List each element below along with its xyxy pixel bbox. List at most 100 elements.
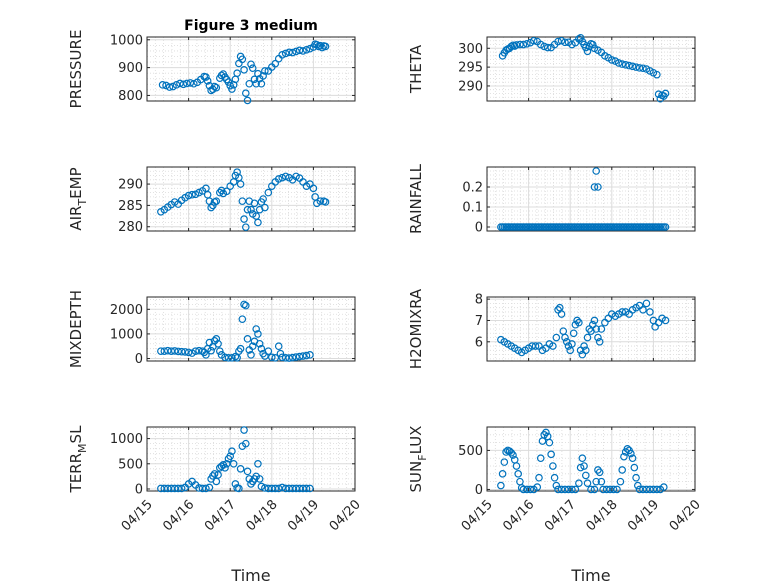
subplot-theta: 290 295 300 THETA: [407, 33, 696, 103]
y-axis-label: MIXDEPTH: [67, 290, 85, 368]
data-series: [497, 428, 668, 494]
data-point: [597, 325, 606, 333]
data-point: [222, 187, 231, 196]
data-point: [497, 481, 505, 490]
data-point: [654, 90, 663, 99]
data-point: [255, 475, 264, 483]
x-tick-label: 04/15: [459, 497, 496, 534]
data-point: [607, 56, 616, 64]
data-point: [177, 347, 186, 356]
data-point: [590, 485, 599, 494]
data-point: [158, 81, 167, 89]
data-point: [184, 348, 193, 357]
data-point: [274, 175, 283, 183]
data-point: [259, 72, 267, 80]
data-point: [264, 188, 273, 197]
data-point: [207, 203, 215, 212]
data-point: [595, 337, 604, 346]
data-point: [271, 59, 280, 68]
data-point: [254, 459, 262, 468]
y-tick-label: 295: [458, 61, 483, 76]
data-point: [583, 47, 592, 56]
data-point: [580, 462, 588, 470]
data-point: [228, 353, 236, 362]
data-point: [242, 439, 250, 448]
data-point: [288, 48, 297, 57]
axes-box: [146, 296, 356, 362]
data-point: [642, 299, 651, 308]
data-point: [523, 39, 531, 48]
data-point: [240, 300, 248, 309]
data-point: [285, 354, 293, 362]
data-point: [212, 197, 221, 205]
data-point: [261, 203, 269, 212]
data-point: [592, 325, 601, 333]
data-point: [547, 450, 555, 459]
data-point: [184, 191, 193, 200]
data-point: [625, 61, 633, 70]
y-tick-label: 8: [475, 293, 483, 308]
data-point: [620, 452, 628, 461]
y-tick-label: 1000: [110, 327, 143, 342]
data-point: [588, 40, 597, 49]
data-point: [646, 308, 654, 316]
x-tick-label: 04/16: [160, 497, 197, 534]
y-tick-label: 0.1: [462, 201, 483, 216]
data-point: [661, 223, 670, 231]
data-point: [569, 329, 578, 338]
x-axis-label: Time: [570, 566, 610, 583]
data-point: [259, 195, 267, 203]
y-axis-label: AIRTEMP: [67, 167, 89, 230]
data-point: [278, 483, 287, 492]
x-tick-label: 04/20: [667, 497, 704, 534]
data-point: [510, 42, 519, 50]
data-point: [299, 352, 307, 360]
y-tick-label: 0: [135, 352, 143, 367]
data-point: [243, 467, 252, 476]
data-point: [557, 36, 566, 45]
data-point: [170, 347, 179, 355]
data-point: [288, 353, 297, 362]
data-point: [594, 183, 602, 191]
data-point: [210, 82, 219, 91]
data-point: [309, 184, 318, 193]
data-point: [228, 447, 236, 455]
data-point: [575, 318, 583, 327]
data-point: [613, 485, 621, 494]
data-point: [281, 172, 290, 181]
data-point: [195, 346, 203, 355]
data-point: [202, 484, 210, 493]
data-point: [243, 96, 252, 105]
data-point: [236, 344, 245, 353]
y-tick-label: 2000: [110, 303, 143, 318]
y-tick-label: 300: [458, 42, 483, 57]
y-tick-label: 280: [118, 220, 143, 235]
data-point: [627, 449, 635, 458]
x-tick-label: 04/20: [327, 497, 364, 534]
data-point: [240, 215, 248, 223]
y-axis-label: RAINFALL: [407, 163, 425, 234]
data-point: [278, 51, 287, 59]
data-point: [552, 333, 561, 342]
y-tick-label: 0: [475, 483, 483, 498]
data-series: [157, 426, 314, 493]
data-point: [306, 484, 314, 493]
data-point: [318, 43, 326, 52]
axes-background: [147, 37, 355, 101]
data-point: [242, 89, 250, 98]
data-point: [207, 346, 215, 355]
data-point: [209, 472, 217, 480]
data-point: [581, 471, 590, 480]
data-point: [549, 462, 557, 470]
data-point: [252, 79, 261, 88]
data-point: [583, 479, 592, 488]
data-point: [519, 40, 528, 49]
data-point: [653, 485, 661, 494]
data-point: [633, 481, 642, 490]
data-point: [526, 485, 535, 494]
subplot-sun-flux: 0 500 SUNFLUX 04/15 04/16 04/17 04/18 04/19 04/2…: [407, 426, 704, 583]
data-point: [271, 484, 280, 493]
data-point: [198, 484, 207, 493]
data-point: [212, 83, 221, 92]
